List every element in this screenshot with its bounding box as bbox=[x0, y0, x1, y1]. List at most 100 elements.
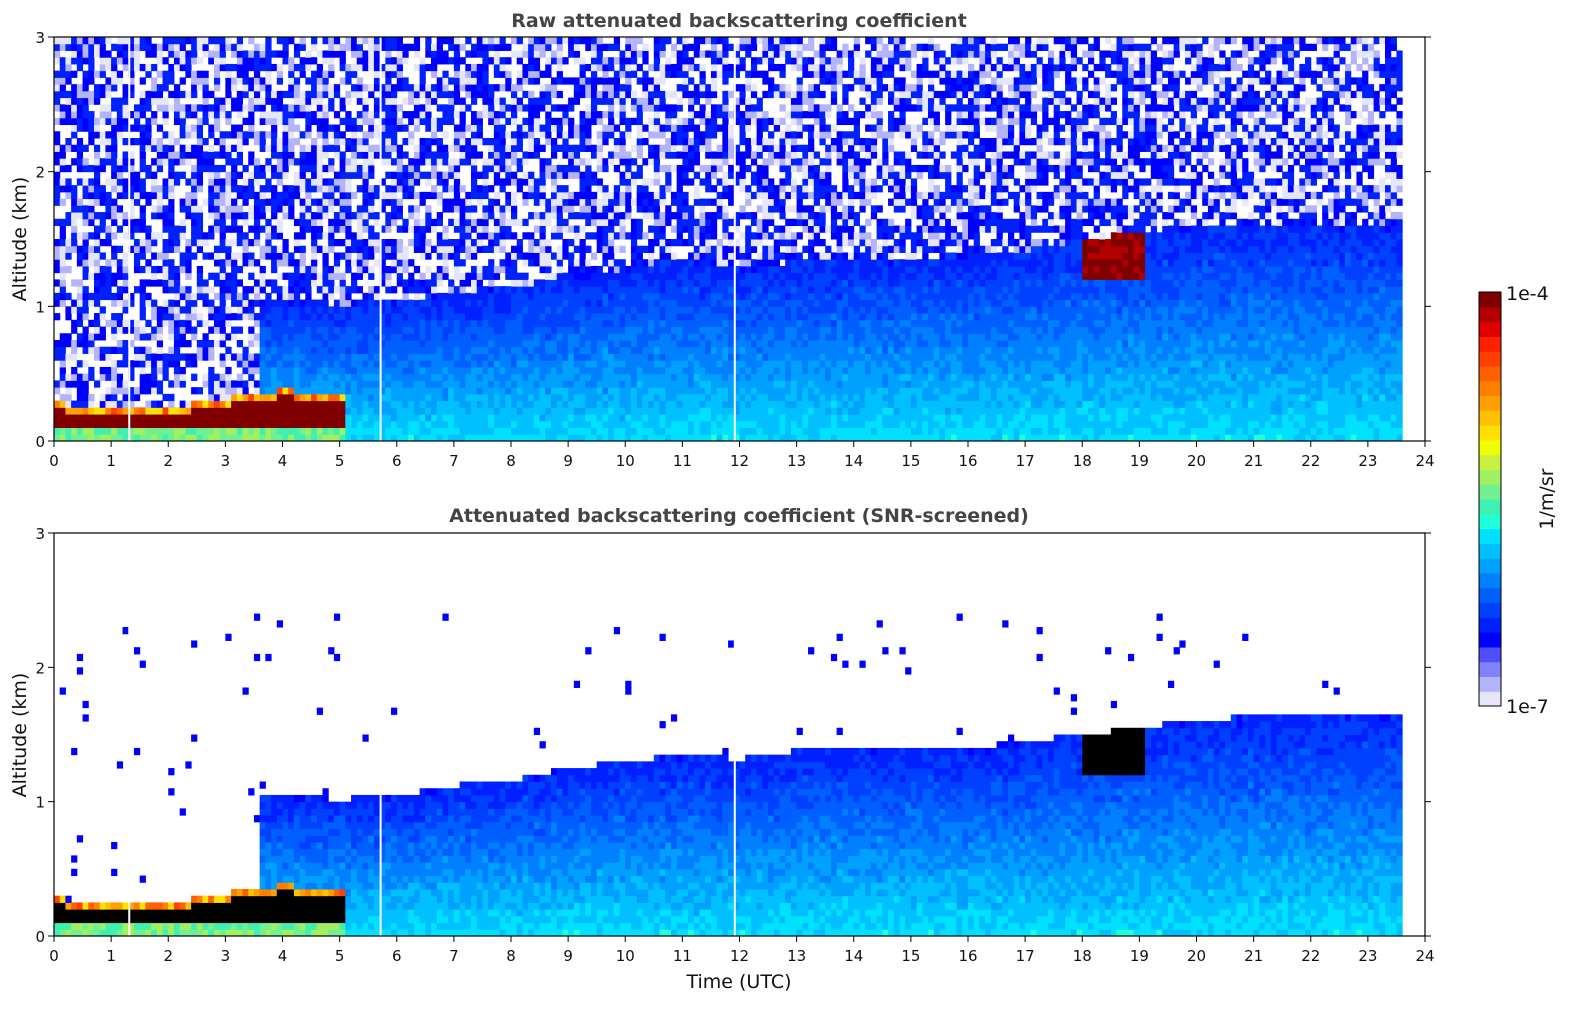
heatmap-cell bbox=[488, 299, 495, 307]
heatmap-cell bbox=[459, 319, 466, 328]
heatmap-cell bbox=[579, 84, 586, 92]
heatmap-cell bbox=[413, 239, 421, 247]
heatmap-cell bbox=[322, 333, 329, 341]
heatmap-cell bbox=[573, 57, 581, 65]
heatmap-cell bbox=[493, 97, 501, 105]
heatmap-cell bbox=[408, 306, 415, 314]
heatmap-cell bbox=[585, 158, 592, 166]
heatmap-cell bbox=[213, 373, 221, 381]
heatmap-cell bbox=[648, 393, 655, 402]
heatmap-cell bbox=[82, 57, 89, 65]
heatmap-cell bbox=[293, 353, 301, 361]
heatmap-cell bbox=[122, 84, 129, 92]
heatmap-cell bbox=[59, 366, 66, 375]
heatmap-cell bbox=[419, 191, 426, 200]
heatmap-cell bbox=[276, 111, 283, 119]
heatmap-cell bbox=[71, 144, 78, 152]
heatmap-cell bbox=[299, 111, 306, 119]
heatmap-cell bbox=[311, 37, 318, 45]
heatmap-cell bbox=[219, 185, 226, 193]
heatmap-cell bbox=[111, 360, 118, 368]
heatmap-cell bbox=[322, 340, 329, 348]
heatmap-cell bbox=[145, 37, 152, 45]
heatmap-cell bbox=[168, 313, 175, 321]
heatmap-cell bbox=[511, 265, 518, 274]
heatmap-cell bbox=[236, 111, 244, 119]
heatmap-cell bbox=[590, 171, 598, 179]
heatmap-cell bbox=[322, 387, 329, 395]
heatmap-cell bbox=[585, 360, 592, 368]
heatmap-cell bbox=[562, 366, 569, 375]
heatmap-cell bbox=[219, 191, 226, 200]
heatmap-cell bbox=[550, 50, 558, 58]
heatmap-cell bbox=[488, 360, 495, 368]
heatmap-cell bbox=[550, 400, 558, 408]
heatmap-cell bbox=[516, 50, 523, 58]
heatmap-cell bbox=[196, 239, 204, 247]
heatmap-cell bbox=[471, 70, 478, 78]
heatmap-cell bbox=[385, 191, 392, 200]
heatmap-cell bbox=[82, 333, 89, 341]
heatmap-cell bbox=[391, 185, 398, 193]
heatmap-cell bbox=[293, 340, 301, 348]
heatmap-cell bbox=[242, 434, 249, 441]
heatmap-cell bbox=[550, 138, 558, 146]
heatmap-cell bbox=[253, 279, 261, 287]
heatmap-cell bbox=[373, 360, 381, 368]
heatmap-cell bbox=[499, 360, 506, 368]
heatmap-cell bbox=[425, 306, 432, 314]
heatmap-cell bbox=[111, 420, 118, 429]
heatmap-cell bbox=[642, 353, 649, 361]
heatmap-cell bbox=[185, 299, 192, 307]
heatmap-cell bbox=[362, 366, 369, 375]
heatmap-cell bbox=[59, 333, 66, 341]
heatmap-cell bbox=[339, 43, 346, 51]
heatmap-cell bbox=[311, 407, 318, 415]
heatmap-cell bbox=[511, 212, 518, 220]
heatmap-cell bbox=[151, 185, 158, 193]
heatmap-cell bbox=[482, 360, 489, 368]
heatmap-cell bbox=[54, 292, 61, 301]
heatmap-cell bbox=[402, 151, 409, 159]
heatmap-cell bbox=[448, 279, 455, 287]
heatmap-cell bbox=[368, 414, 375, 422]
heatmap-cell bbox=[448, 420, 455, 429]
heatmap-cell bbox=[528, 97, 535, 105]
heatmap-cell bbox=[54, 279, 61, 287]
heatmap-cell bbox=[105, 104, 112, 112]
heatmap-cell bbox=[453, 414, 461, 422]
heatmap-cell bbox=[568, 326, 575, 334]
heatmap-cell bbox=[556, 414, 563, 422]
heatmap-cell bbox=[545, 97, 552, 105]
heatmap-cell bbox=[179, 225, 186, 233]
heatmap-cell bbox=[431, 151, 438, 159]
heatmap-cell bbox=[465, 144, 472, 152]
heatmap-cell bbox=[596, 272, 603, 280]
heatmap-cell bbox=[625, 353, 632, 361]
heatmap-cell bbox=[630, 178, 638, 186]
heatmap-cell bbox=[385, 252, 392, 260]
heatmap-cell bbox=[276, 333, 283, 341]
heatmap-cell bbox=[156, 333, 164, 341]
heatmap-cell bbox=[259, 346, 266, 354]
heatmap-cell bbox=[356, 77, 363, 85]
heatmap-cell bbox=[625, 191, 632, 200]
heatmap-cell bbox=[231, 265, 238, 274]
heatmap-cell bbox=[459, 97, 466, 105]
heatmap-cell bbox=[619, 111, 626, 119]
heatmap-cell bbox=[293, 185, 301, 193]
heatmap-cell bbox=[293, 191, 301, 200]
heatmap-cell bbox=[299, 232, 306, 240]
heatmap-cell bbox=[288, 299, 295, 307]
heatmap-cell bbox=[608, 400, 615, 408]
heatmap-cell bbox=[71, 90, 78, 99]
heatmap-cell bbox=[368, 420, 375, 429]
heatmap-cell bbox=[471, 43, 478, 51]
heatmap-cell bbox=[111, 57, 118, 65]
heatmap-cell bbox=[471, 50, 478, 58]
heatmap-cell bbox=[442, 272, 449, 280]
heatmap-cell bbox=[282, 104, 289, 112]
heatmap-cell bbox=[613, 37, 621, 45]
heatmap-cell bbox=[373, 245, 381, 253]
heatmap-cell bbox=[111, 97, 118, 105]
